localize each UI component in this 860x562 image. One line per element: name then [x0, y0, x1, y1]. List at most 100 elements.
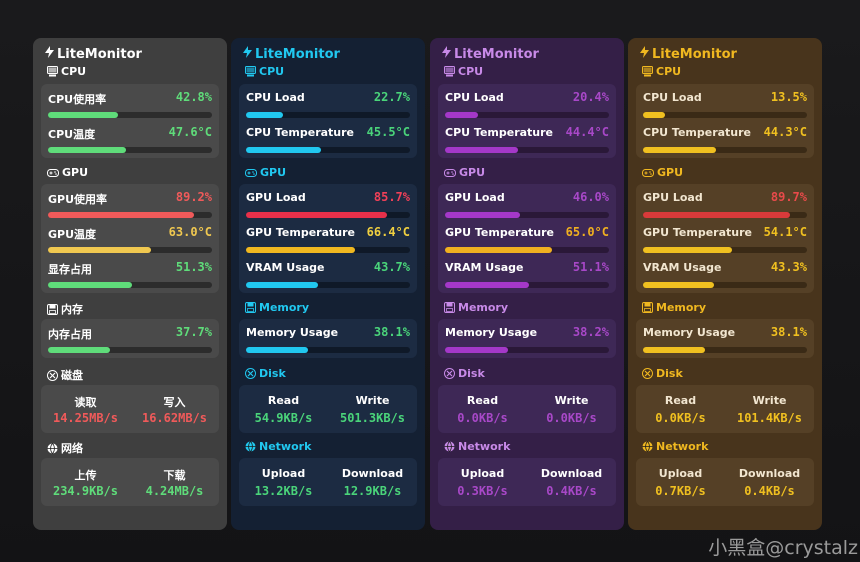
monitor-panel: LiteMonitor CPU CPU Load 22.7% CPU Temperatu… — [231, 38, 425, 530]
memory-section-header: Memory — [444, 301, 508, 314]
network-icon — [47, 442, 58, 454]
metric-bar-fill — [445, 282, 529, 288]
cpu-section-header: CPU — [245, 65, 284, 78]
gpu-card: GPU使用率 89.2% GPU温度 63.0°C 显存占用 51.3% — [41, 184, 219, 293]
cpu-card: CPU使用率 42.8% CPU温度 47.6°C — [41, 84, 219, 158]
gpu-section-header: GPU — [245, 166, 286, 179]
metric-bar-fill — [246, 247, 355, 253]
cpu-icon — [444, 66, 455, 77]
metric-row: GPU Temperature 54.1°C — [643, 225, 807, 256]
network-card: Upload 0.7KB/s Download 0.4KB/s — [636, 458, 814, 506]
metric-row: CPU Temperature 44.3°C — [643, 125, 807, 156]
metric-bar-fill — [643, 212, 791, 218]
app-name: LiteMonitor — [454, 46, 539, 62]
metric-row: CPU Temperature 44.4°C — [445, 125, 609, 156]
cpu-icon — [642, 66, 653, 77]
cpu-card: CPU Load 20.4% CPU Temperature 44.4°C — [438, 84, 616, 158]
watermark: 小黑盒@crystalz — [708, 537, 858, 559]
memory-section-header: Memory — [642, 301, 706, 314]
cpu-section-label: CPU — [458, 65, 484, 78]
cpu-section-header: CPU — [642, 65, 681, 78]
metric-bar-track — [246, 112, 410, 118]
metric-value: 63.0°C — [168, 225, 212, 239]
metric-bar-track — [246, 247, 410, 253]
memory-section-header: Memory — [245, 301, 309, 314]
disk-section-label: Disk — [458, 367, 485, 380]
metric-label: Memory Usage — [445, 326, 538, 339]
network-left-stat: Upload 0.3KB/s — [438, 458, 527, 506]
gpu-section-label: GPU — [459, 166, 486, 179]
monitor-panel: LiteMonitor CPU CPU Load 13.5% CPU Temperatu… — [628, 38, 822, 530]
stat-value: 501.3KB/s — [339, 411, 406, 425]
gpu-section-label: GPU — [62, 166, 89, 179]
monitor-panel: LiteMonitor CPU CPU Load 20.4% CPU Temperatu… — [430, 38, 624, 530]
disk-section-label: 磁盘 — [61, 369, 83, 382]
metric-value: 51.3% — [175, 260, 212, 274]
metric-bar-fill — [48, 212, 195, 218]
memory-card: 内存占用 37.7% — [41, 319, 219, 358]
metric-bar-fill — [643, 282, 714, 288]
disk-left-stat: Read 0.0KB/s — [636, 385, 725, 433]
metric-label: CPU Load — [643, 91, 702, 104]
metric-value: 38.1% — [373, 325, 410, 339]
memory-icon — [642, 302, 653, 313]
network-section-header: Network — [444, 440, 510, 453]
metric-bar-track — [643, 147, 807, 153]
metric-value: 85.7% — [373, 190, 410, 204]
memory-card: Memory Usage 38.1% — [636, 319, 814, 358]
memory-icon — [444, 302, 455, 313]
metric-label: GPU Load — [445, 191, 505, 204]
metric-row: CPU温度 47.6°C — [48, 125, 212, 156]
disk-card: Read 0.0KB/s Write 0.0KB/s — [438, 385, 616, 433]
stat-label: 下载 — [163, 469, 186, 482]
memory-section-label: Memory — [458, 301, 509, 314]
disk-section-label: Disk — [656, 367, 683, 380]
metric-bar-fill — [48, 247, 152, 253]
metric-label: CPU Load — [445, 91, 504, 104]
stat-value: 0.0KB/s — [457, 411, 508, 425]
metric-label: GPU使用率 — [48, 193, 108, 206]
disk-right-stat: 写入 16.62MB/s — [130, 385, 219, 433]
metric-row: VRAM Usage 43.3% — [643, 260, 807, 291]
metric-value: 38.2% — [572, 325, 609, 339]
memory-section-header: 内存 — [47, 301, 83, 317]
metric-label: VRAM Usage — [445, 261, 524, 274]
metric-bar-track — [445, 247, 609, 253]
metric-value: 44.3°C — [763, 125, 807, 139]
stat-label: 读取 — [74, 396, 97, 409]
stat-label: 写入 — [163, 396, 186, 409]
stat-label: Read — [664, 394, 697, 407]
metric-row: 内存占用 37.7% — [48, 325, 212, 356]
metric-bar-fill — [445, 212, 521, 218]
stat-label: Upload — [658, 467, 703, 480]
metric-label: GPU温度 — [48, 228, 97, 241]
stat-value: 234.9KB/s — [52, 484, 119, 498]
metric-bar-track — [445, 282, 609, 288]
gpu-section-header: GPU — [47, 166, 88, 179]
metric-row: VRAM Usage 43.7% — [246, 260, 410, 291]
metric-value: 38.1% — [770, 325, 807, 339]
metric-label: Memory Usage — [643, 326, 736, 339]
stat-label: Download — [738, 467, 801, 480]
bolt-icon — [243, 46, 252, 62]
bolt-icon — [640, 46, 649, 62]
metric-row: CPU Load 22.7% — [246, 90, 410, 121]
gpu-section-label: GPU — [260, 166, 287, 179]
disk-icon — [245, 368, 256, 379]
metric-bar-track — [48, 282, 212, 288]
metric-bar-track — [643, 212, 807, 218]
metric-bar-fill — [246, 112, 284, 118]
metric-row: VRAM Usage 51.1% — [445, 260, 609, 291]
metric-bar-fill — [445, 347, 508, 353]
disk-icon — [642, 368, 653, 379]
metric-row: CPU Load 20.4% — [445, 90, 609, 121]
stat-label: Download — [341, 467, 404, 480]
network-section-label: 网络 — [61, 442, 83, 455]
metric-bar-track — [643, 282, 807, 288]
memory-icon — [47, 303, 58, 315]
metric-value: 89.7% — [770, 190, 807, 204]
metric-row: GPU温度 63.0°C — [48, 225, 212, 256]
gpu-section-header: GPU — [444, 166, 485, 179]
disk-icon — [444, 368, 455, 379]
panel-title: LiteMonitor — [243, 46, 340, 62]
